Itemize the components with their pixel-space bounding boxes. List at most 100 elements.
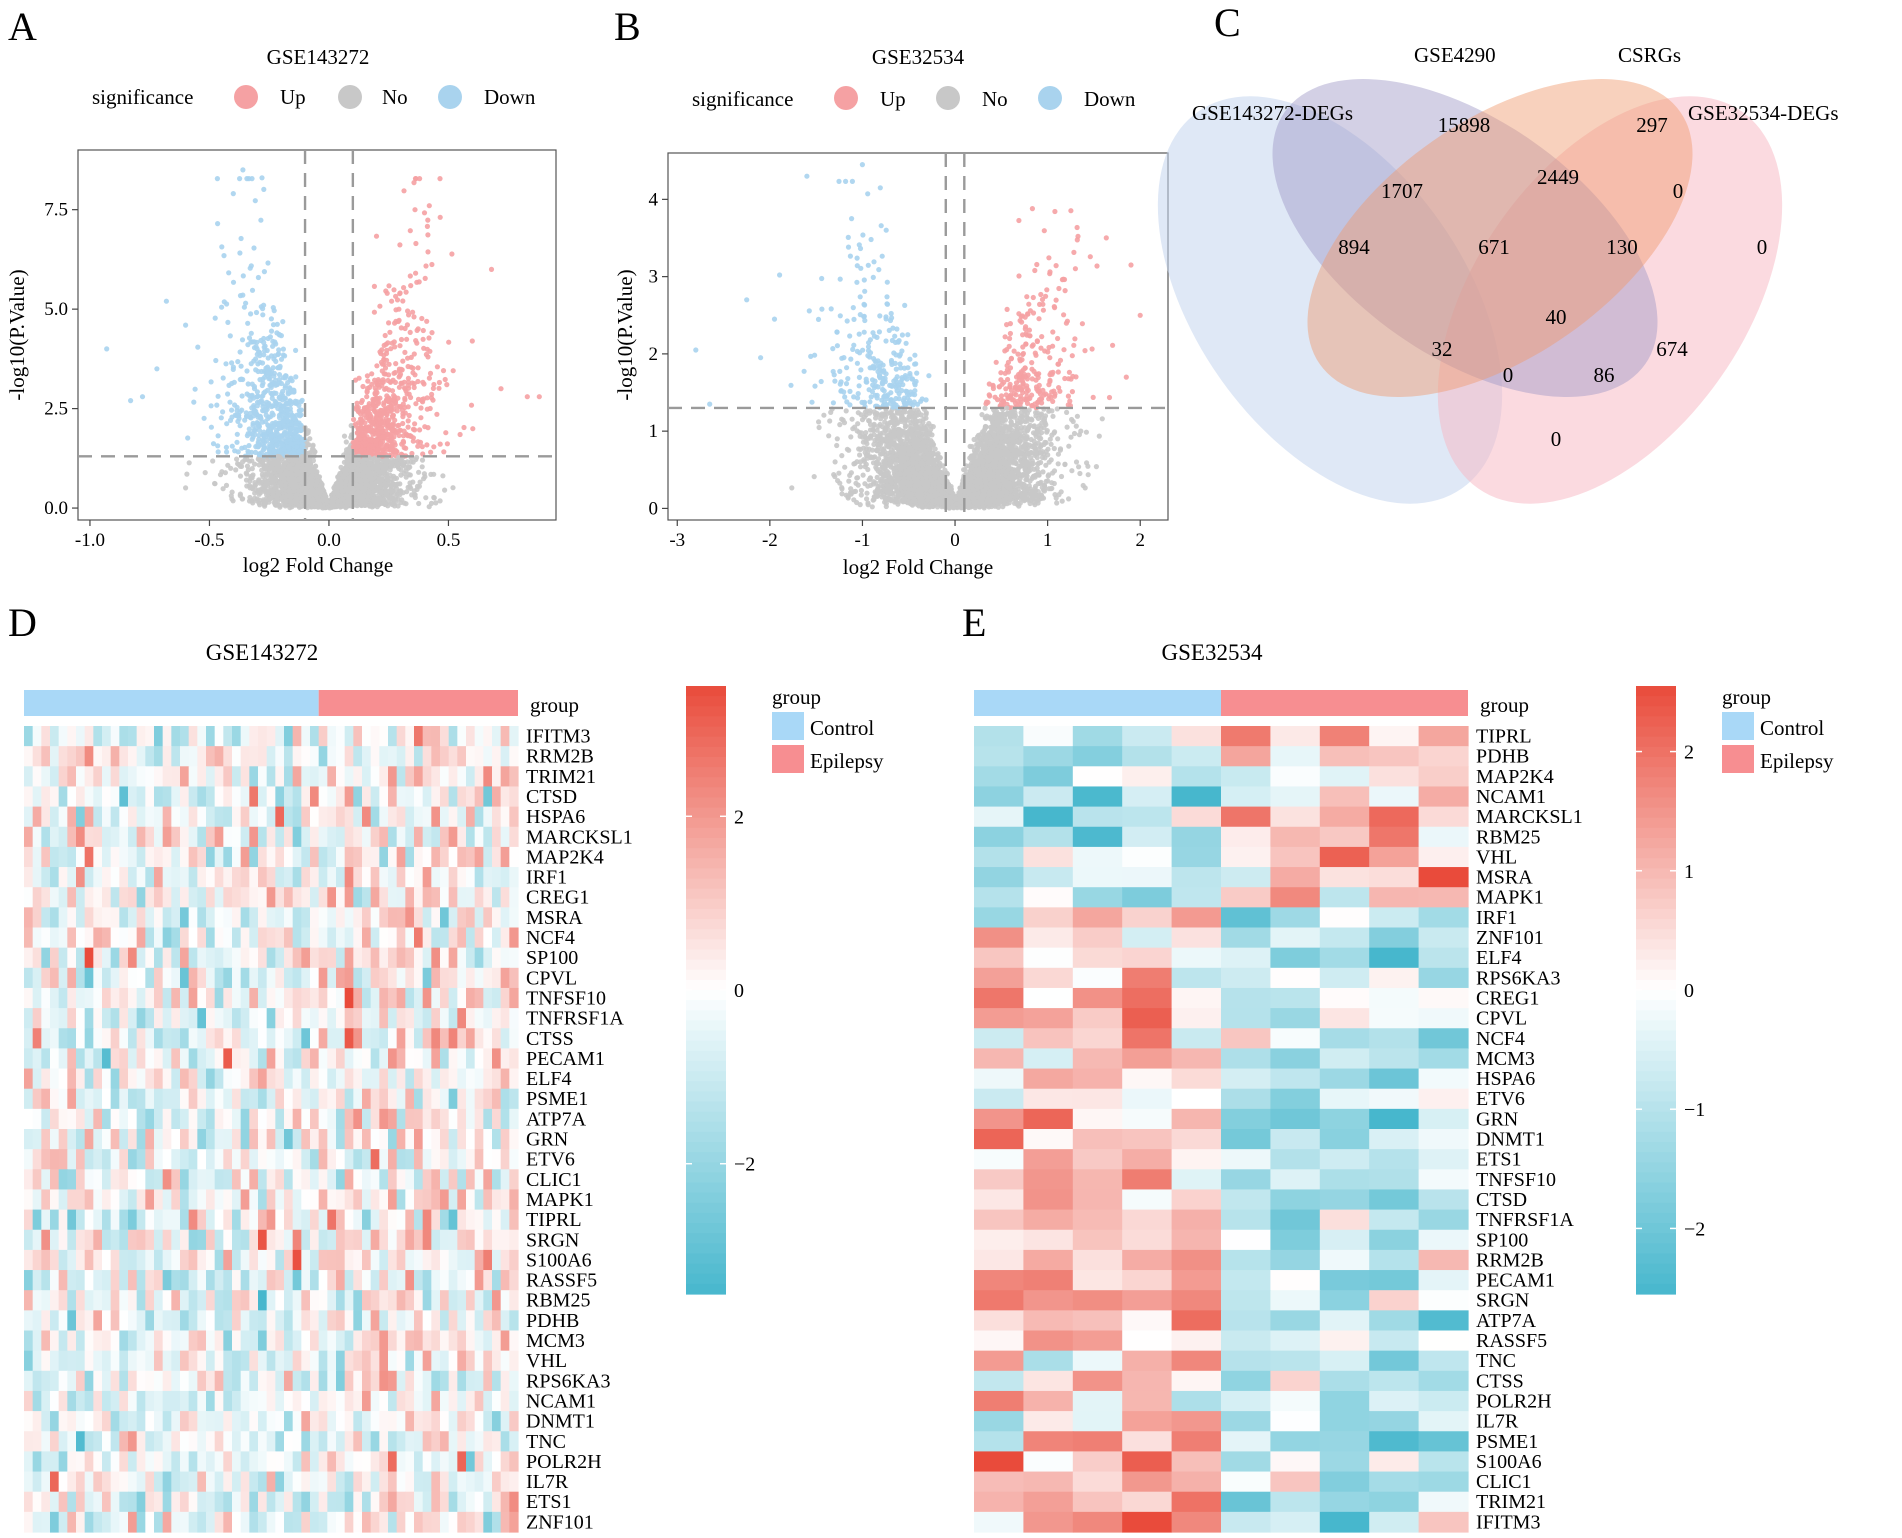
volcano-a-point	[296, 448, 303, 454]
volcano-a-point	[237, 463, 243, 469]
volcano-a-point	[254, 411, 260, 417]
volcano-a-point	[392, 369, 398, 376]
volcano-a-point	[404, 459, 410, 465]
volcano-a-point	[251, 245, 257, 251]
volcano-a-point	[428, 449, 434, 455]
volcano-a-point	[422, 275, 428, 281]
volcano-a-point	[468, 402, 475, 408]
volcano-a-point	[383, 341, 389, 347]
volcano-a-point	[397, 242, 403, 248]
volcano-a-point	[262, 389, 268, 395]
volcano-a-point	[267, 414, 274, 420]
volcano-a-point	[364, 428, 370, 434]
volcano-a-point	[398, 427, 404, 433]
volcano-a-point	[262, 466, 268, 472]
volcano-a-point	[266, 427, 272, 433]
volcano-a-point	[271, 448, 277, 454]
volcano-a-point	[245, 381, 251, 387]
volcano-a-point	[410, 426, 416, 432]
volcano-a-point	[418, 405, 424, 411]
volcano-a-point	[400, 439, 407, 446]
volcano-a-point	[286, 463, 292, 469]
volcano-a-point	[230, 366, 236, 372]
volcano-a-point	[296, 411, 302, 418]
volcano-a-point	[344, 462, 350, 468]
volcano-a-point	[262, 434, 268, 440]
volcano-a-point	[359, 431, 365, 438]
volcano-a-point	[431, 494, 437, 501]
volcano-a-point	[225, 391, 231, 397]
volcano-a-point	[427, 370, 434, 376]
volcano-a-point	[248, 361, 254, 367]
volcano-a-point	[413, 240, 419, 247]
legend-up-swatch	[234, 85, 258, 109]
volcano-a-point	[358, 448, 364, 454]
panel-letter-a: A	[8, 4, 37, 49]
volcano-a-point	[277, 504, 283, 510]
volcano-a-point	[392, 344, 398, 350]
volcano-a-point	[239, 393, 245, 399]
volcano-a-point	[392, 490, 398, 496]
volcano-a-point	[314, 478, 320, 484]
volcano-a-point	[384, 398, 390, 404]
volcano-a-point	[419, 444, 425, 450]
volcano-a-point	[362, 436, 368, 442]
volcano-a-point	[375, 377, 381, 383]
volcano-a-point	[220, 375, 226, 381]
volcano-a-point	[400, 298, 406, 304]
volcano-a-point	[437, 214, 443, 220]
volcano-a-point	[264, 479, 270, 486]
volcano-a-point	[443, 430, 449, 436]
volcano-a-point	[305, 430, 311, 436]
volcano-a-point	[257, 480, 263, 486]
volcano-a-point	[272, 339, 278, 345]
volcano-a-point	[415, 378, 421, 385]
volcano-a-point	[441, 449, 447, 455]
volcano-a-point	[437, 441, 443, 447]
volcano-a-point	[276, 412, 282, 418]
volcano-a-point	[470, 426, 476, 432]
volcano-a-point	[225, 319, 231, 325]
volcano-a-point	[296, 408, 302, 414]
volcano-a-point	[360, 383, 366, 390]
volcano-a-point	[235, 359, 241, 365]
volcano-a-point	[412, 421, 418, 427]
volcano-a-point	[259, 382, 265, 389]
volcano-a-point	[436, 385, 442, 391]
volcano-a-point	[407, 329, 413, 335]
volcano-a-point	[258, 337, 264, 344]
volcano-a-point	[212, 315, 218, 321]
volcano-a-point	[365, 378, 371, 384]
volcano-a-point	[229, 443, 235, 449]
volcano-a-point	[277, 480, 284, 486]
volcano-a-point	[436, 379, 442, 386]
volcano-a-point	[446, 339, 452, 345]
volcano-a-point	[237, 250, 243, 256]
volcano-a-point	[372, 396, 378, 402]
volcano-a-point	[248, 330, 254, 336]
volcano-a-points	[104, 167, 542, 511]
volcano-a-point	[220, 409, 226, 415]
volcano-a-point	[230, 498, 236, 504]
volcano-a-point	[219, 244, 225, 250]
volcano-a-point	[224, 449, 230, 455]
volcano-a-point	[396, 306, 402, 312]
volcano-a-point	[422, 474, 428, 480]
volcano-a-point	[410, 309, 416, 315]
volcano-a-point	[399, 497, 405, 503]
volcano-a-point	[390, 427, 396, 433]
volcano-a-point	[444, 382, 450, 388]
volcano-a-point	[262, 471, 268, 477]
volcano-a-point	[356, 375, 362, 381]
volcano-a-point	[356, 477, 362, 483]
volcano-a-point	[398, 325, 404, 331]
volcano-a-point	[310, 442, 316, 448]
panel-letter-b: B	[614, 4, 641, 49]
volcano-a-point	[212, 480, 218, 487]
volcano-a-point	[246, 176, 252, 182]
volcano-a-point	[437, 176, 443, 182]
volcano-a-point	[419, 464, 425, 470]
volcano-a-point	[444, 441, 450, 447]
volcano-a-point	[429, 330, 435, 336]
volcano-a-point	[282, 396, 288, 402]
